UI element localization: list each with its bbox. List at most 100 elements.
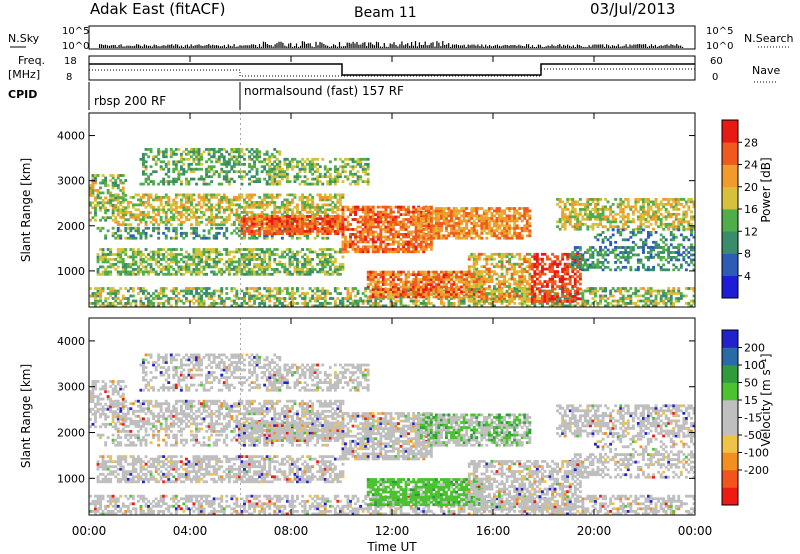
power-cell [422, 285, 426, 289]
power-cell [429, 285, 433, 289]
power-cell [255, 224, 259, 228]
power-cell [321, 182, 325, 186]
power-cell [192, 268, 196, 271]
nsky-bar [643, 44, 645, 48]
power-cell [333, 224, 337, 228]
power-cell [111, 234, 115, 238]
power-cell [217, 268, 221, 271]
power-cell [407, 235, 410, 239]
power-cell [429, 212, 433, 215]
power-cell [131, 215, 135, 219]
power-cell [601, 289, 605, 293]
power-cell [601, 294, 605, 298]
power-cell [263, 213, 267, 217]
power-cell [164, 294, 168, 298]
power-cell [366, 233, 370, 236]
power-cell [205, 236, 208, 240]
power-cell [366, 218, 370, 221]
power-cell [397, 240, 400, 244]
power-cell [111, 265, 115, 269]
power-cell [326, 232, 330, 236]
power-cell [111, 181, 115, 185]
power-cell [263, 193, 267, 197]
power-cell [174, 287, 178, 290]
power-cell [346, 299, 350, 303]
power-cell [455, 209, 458, 213]
power-cell [212, 148, 216, 151]
power-cell [412, 270, 416, 274]
power-cell [333, 180, 337, 183]
power-cell [230, 148, 234, 151]
power-cell [147, 263, 150, 266]
power-cell [417, 250, 421, 254]
power-cell [596, 289, 600, 293]
power-cell [202, 196, 206, 199]
power-cell [301, 217, 304, 221]
power-cell [359, 177, 363, 181]
power-cell [376, 273, 380, 276]
power-cell [195, 253, 198, 256]
power-cell [306, 201, 309, 204]
power-cell [195, 210, 198, 214]
power-cell [397, 220, 400, 224]
power-cell [205, 248, 208, 251]
power-cell [91, 189, 95, 192]
power-cell [227, 253, 231, 256]
power-cell [424, 290, 428, 294]
power-cell [417, 290, 421, 294]
power-cell [445, 297, 448, 300]
power-cell [664, 294, 668, 298]
power-cell [225, 175, 229, 179]
power-cell [434, 234, 438, 238]
power-cell [116, 176, 120, 180]
nsky-bar [403, 45, 405, 48]
power-cell [349, 245, 352, 249]
power-cell [174, 226, 178, 230]
nsky-bar [130, 45, 132, 48]
power-cell [169, 152, 173, 156]
power-cell [351, 247, 355, 251]
power-cell [285, 219, 289, 223]
power-cell [386, 235, 390, 239]
power-cell [207, 198, 211, 202]
power-cell [106, 265, 110, 269]
power-cell [288, 263, 292, 266]
power-cell [376, 280, 380, 284]
power-cell [248, 270, 251, 274]
power-cell [109, 203, 113, 207]
power-cell [389, 283, 393, 286]
power-cell [222, 196, 226, 199]
power-cell [210, 208, 214, 212]
power-cell [371, 238, 375, 241]
power-cell [366, 235, 370, 239]
power-cell [137, 231, 140, 235]
power-cell [235, 294, 239, 298]
power-cell [594, 287, 597, 290]
nsky-bar [256, 46, 259, 48]
power-cell [232, 250, 236, 254]
power-cell [164, 260, 168, 264]
power-cell [116, 193, 120, 197]
power-cell [240, 162, 244, 166]
power-cell [364, 287, 368, 290]
power-cell [341, 160, 345, 164]
power-cell [397, 293, 400, 296]
power-cell [306, 263, 309, 266]
power-cell [131, 255, 135, 259]
power-cell [243, 215, 246, 218]
power-cell [402, 205, 405, 209]
power-cell [185, 201, 188, 204]
power-cell [121, 265, 125, 269]
power-cell [440, 209, 443, 213]
power-cell [339, 222, 342, 226]
power-cell [164, 210, 168, 214]
power-cell [619, 292, 623, 295]
power-cell [207, 215, 211, 219]
power-cell [137, 215, 140, 219]
power-cell [339, 292, 342, 295]
power-cell [154, 253, 158, 256]
power-cell [238, 268, 241, 271]
power-cell [394, 299, 398, 303]
power-cell [280, 224, 284, 228]
power-cell [397, 295, 400, 299]
